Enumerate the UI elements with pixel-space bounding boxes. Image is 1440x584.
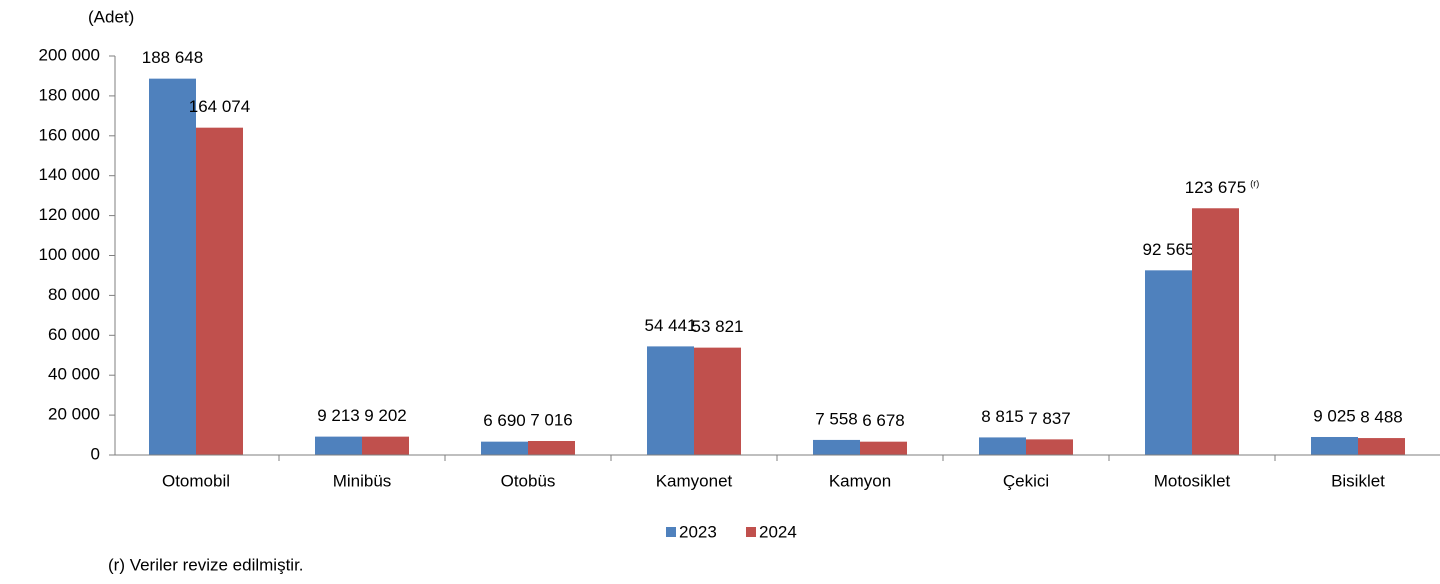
x-tick-label: Bisiklet (1331, 471, 1385, 490)
data-label: 8 815 (981, 407, 1024, 426)
y-tick-label: 20 000 (48, 405, 100, 424)
data-label: 188 648 (142, 48, 203, 67)
legend-swatch (666, 527, 676, 537)
bar (1311, 436, 1358, 455)
y-tick-label: 140 000 (39, 165, 100, 184)
bar (149, 78, 196, 455)
bar (196, 127, 243, 456)
data-label: 7 558 (815, 409, 858, 428)
data-label: 123 675 (1185, 178, 1246, 197)
bar (1358, 438, 1405, 455)
y-tick-label: 100 000 (39, 245, 100, 264)
bar (694, 347, 741, 455)
y-tick-label: 40 000 (48, 365, 100, 384)
data-label: 92 565 (1143, 240, 1195, 259)
bar (1145, 270, 1192, 455)
bar (1026, 439, 1073, 455)
y-tick-label: 120 000 (39, 205, 100, 224)
x-tick-label: Çekici (1003, 471, 1049, 490)
bar (860, 441, 907, 455)
legend-label: 2023 (679, 522, 717, 541)
x-tick-label: Minibüs (333, 471, 392, 490)
bar (528, 441, 575, 455)
bar (979, 437, 1026, 455)
bar (362, 436, 409, 455)
legend-label: 2024 (759, 522, 797, 541)
data-label: 7 016 (530, 410, 573, 429)
data-label: 6 690 (483, 411, 526, 430)
y-tick-label: 180 000 (39, 85, 100, 104)
data-label: 6 678 (862, 411, 905, 430)
y-tick-label: 160 000 (39, 125, 100, 144)
data-label: 9 213 (317, 406, 360, 425)
data-label: 9 202 (364, 406, 407, 425)
x-tick-label: Otobüs (501, 471, 556, 490)
bar (1192, 208, 1239, 455)
x-tick-label: Otomobil (162, 471, 230, 490)
y-tick-label: 200 000 (39, 45, 100, 64)
data-label: 164 074 (189, 97, 250, 116)
legend-swatch (746, 527, 756, 537)
y-tick-label: 80 000 (48, 285, 100, 304)
data-label: 54 441 (645, 316, 697, 335)
bar (813, 439, 860, 455)
data-label: 8 488 (1360, 408, 1403, 427)
y-unit-label: (Adet) (88, 7, 134, 26)
data-label: 7 837 (1028, 409, 1071, 428)
annotation: (r) (1250, 179, 1259, 189)
footnote: (r) Veriler revize edilmiştir. (108, 555, 304, 574)
x-tick-label: Kamyonet (656, 471, 733, 490)
x-tick-label: Kamyon (829, 471, 891, 490)
bar (647, 346, 694, 455)
bar (481, 441, 528, 455)
y-tick-label: 60 000 (48, 325, 100, 344)
data-label: 53 821 (692, 317, 744, 336)
x-tick-label: Motosiklet (1154, 471, 1231, 490)
data-label: 9 025 (1313, 406, 1356, 425)
bar (315, 436, 362, 455)
y-tick-label: 0 (91, 444, 100, 463)
